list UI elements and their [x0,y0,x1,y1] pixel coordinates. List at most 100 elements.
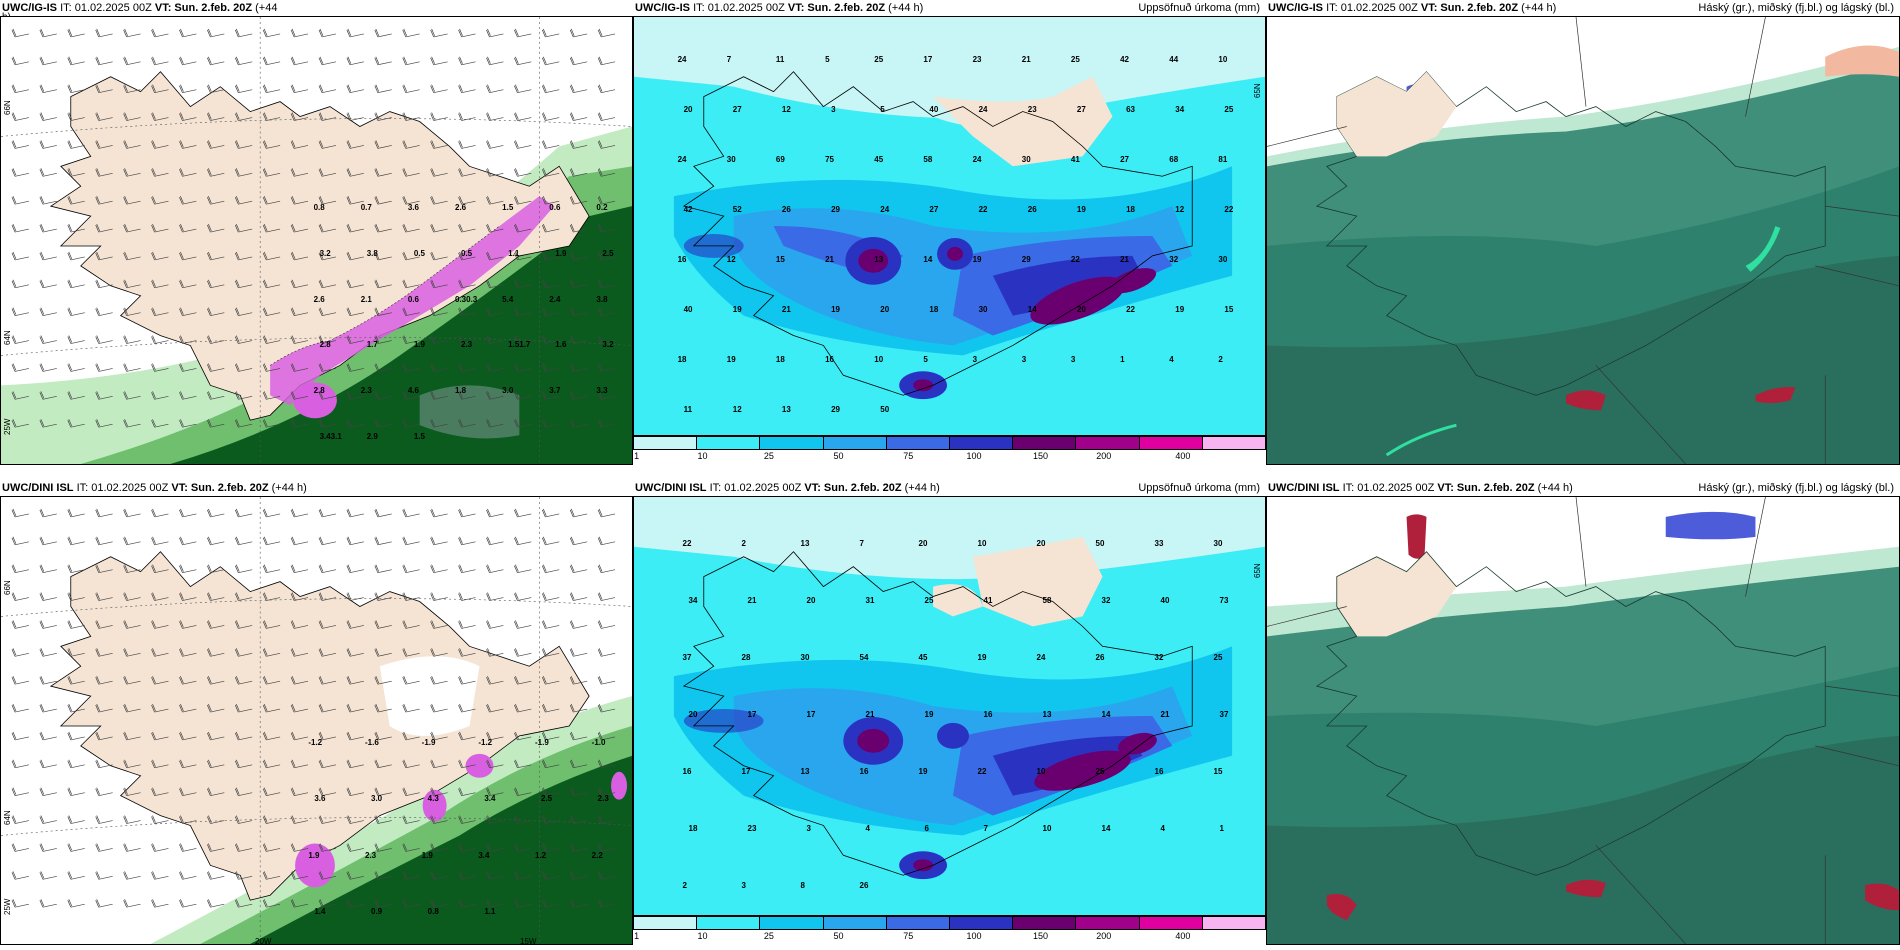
wind-barb [123,592,141,601]
wind-barb [541,564,560,574]
map-value: 15 [1224,305,1234,314]
wind-barb [597,899,616,908]
wind-barb [402,168,420,177]
map-value: 3 [1021,355,1027,364]
map-value: 32 [1154,652,1164,662]
wind-barb [123,251,141,261]
wind-barb [458,676,476,685]
map-value: 21 [1120,255,1129,264]
wind-barb [402,28,420,38]
wind-barb [39,676,57,685]
wind-barb [318,759,337,769]
wind-barb [151,307,169,317]
wind-barb [541,140,560,149]
wind-barb [541,279,560,289]
map-value: 40 [1160,595,1170,605]
wind-barb [123,703,141,713]
colorbar-segment [1076,437,1140,449]
wind-barb [151,592,169,601]
wind-barb [430,648,448,657]
wind-barb [486,564,504,574]
wind-barb [39,843,57,852]
map-value: 27 [1076,105,1086,114]
wind-barb [123,676,141,685]
wind-barb [234,815,253,824]
wind-barb [67,335,85,344]
wind-barb [179,279,197,289]
map-value: 2 [682,881,687,891]
map-value: 30 [726,155,736,164]
wind-barb [95,391,113,400]
wind-barb [402,508,420,518]
wind-barb [11,759,29,769]
wind-barb [67,84,85,94]
wind-barb [290,564,309,574]
map-value: 14 [1027,305,1037,314]
panel-title: UWC/IG-IS IT: 01.02.2025 00Z VT: Sun. 2.… [635,2,1260,14]
wind-barb [514,676,532,685]
wind-barb [597,56,616,66]
wind-barb [458,536,476,546]
wind-barb [430,871,448,880]
wind-barb [430,196,448,205]
wind-barb [123,815,141,824]
wind-barb [179,843,197,852]
wind-barb [11,703,29,713]
wind-barb [458,787,476,797]
wind-barb [374,56,392,66]
map-value: 37 [1219,710,1229,719]
map-value: 14 [923,255,933,264]
wind-barb [67,787,85,797]
wind-barb [569,648,588,657]
wind-barb [597,592,616,601]
map-value: 12 [732,405,742,414]
wind-barb [179,251,197,261]
iceland-outline [1315,71,1826,396]
wind-barb [207,899,225,908]
wind-barb [318,363,337,372]
wind-barb [569,508,588,518]
wind-barb [39,592,57,601]
wind-barb [11,536,29,546]
wind-barb [458,620,476,629]
wind-barb [151,731,169,741]
wind-barb [346,592,364,601]
wind-barb [569,223,588,233]
map-value: 15 [775,255,785,264]
map-value: 19 [1076,205,1086,214]
map-value: 24 [880,205,890,214]
wind-barb [486,363,504,372]
wind-barb [151,279,169,289]
wind-barb [374,592,392,601]
wind-barb [95,84,113,94]
wind-barb [179,508,197,518]
map-value: 2.5 [541,794,553,804]
wind-barb [262,676,281,685]
wind-barb [402,140,420,149]
wind-barb [597,536,616,546]
wind-barb [67,56,85,66]
wind-barb [290,140,309,149]
wind-barb [486,28,504,38]
cb-label: 150 [1032,931,1048,941]
map-value: 3 [972,355,978,364]
wind-barb [151,508,169,518]
wind-barb [67,28,85,38]
wind-barb [486,223,504,233]
wind-barb [569,731,588,741]
panel-top-left: UWC/IG-IS IT: 01.02.2025 00Z VT: Sun. 2.… [0,0,633,465]
colorbar-segment [697,437,761,449]
wind-barb [374,251,392,261]
wind-barb [39,279,57,289]
wind-barb [346,787,364,797]
wind-barb [374,279,392,289]
map-value: 15 [1213,767,1223,777]
wind-barb [262,223,281,233]
wind-barb [207,508,225,518]
wind-barb [458,871,476,880]
wind-barb [346,196,364,205]
wind-barb [458,168,476,177]
wind-barb [486,112,504,121]
wind-barb [234,419,253,428]
wind-barb [402,899,420,908]
